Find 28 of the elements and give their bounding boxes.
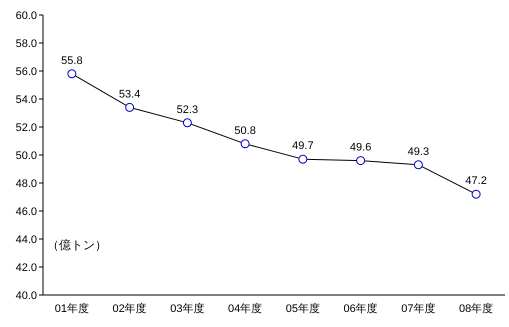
x-tick-label: 05年度 [286, 302, 320, 315]
y-tick-label: 40.0 [16, 290, 37, 302]
y-tick-label: 46.0 [16, 206, 37, 218]
annotation: （億トン） [47, 238, 107, 252]
data-label: 53.4 [118, 88, 140, 100]
data-label: 49.6 [350, 142, 372, 154]
data-label: 47.2 [465, 175, 487, 188]
data-label: 50.8 [234, 124, 256, 137]
x-tick-label: 06年度 [344, 302, 378, 315]
data-label: 49.7 [292, 140, 314, 152]
y-tick-label: 44.0 [16, 234, 37, 246]
y-tick-label: 52.0 [16, 122, 37, 134]
y-tick-label: 56.0 [16, 66, 37, 78]
x-tick-label: 03年度 [170, 302, 204, 315]
y-tick-label: 58.0 [16, 38, 37, 50]
y-tick-label: 50.0 [16, 150, 37, 162]
y-tick-label: 42.0 [16, 262, 37, 274]
y-tick-label: 54.0 [16, 94, 37, 106]
data-label: 49.3 [408, 146, 430, 158]
x-tick-label: 08年度 [459, 302, 494, 315]
x-tick-label: 07年度 [401, 302, 436, 315]
data-label: 55.8 [61, 54, 83, 67]
x-tick-label: 02年度 [112, 302, 147, 315]
x-tick-label: 04年度 [228, 302, 262, 315]
data-label: 52.3 [176, 104, 198, 116]
x-tick-label: 01年度 [54, 302, 89, 315]
y-tick-label: 60.0 [16, 10, 37, 22]
y-tick-label: 48.0 [16, 178, 37, 190]
